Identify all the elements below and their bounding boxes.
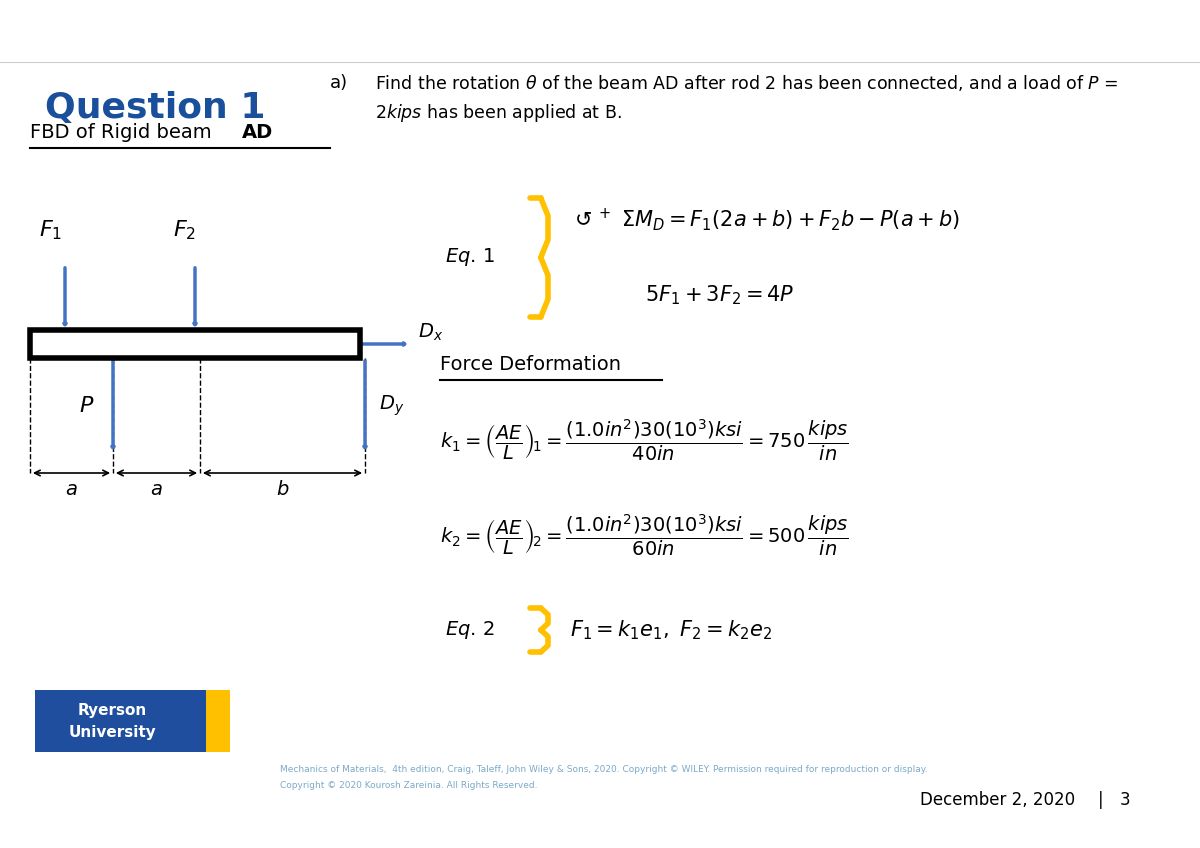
Text: $F_1$: $F_1$ <box>40 218 62 242</box>
Text: $a$: $a$ <box>65 480 78 499</box>
Text: University: University <box>68 726 156 740</box>
Text: FBD of Rigid beam: FBD of Rigid beam <box>30 124 218 142</box>
Text: $F_1 = k_1 e_1,\ F_2 = k_2 e_2$: $F_1 = k_1 e_1,\ F_2 = k_2 e_2$ <box>570 618 772 642</box>
Text: $P$: $P$ <box>79 396 95 416</box>
Text: $\circlearrowleft^+\ \Sigma M_D = F_1(2a + b) + F_2 b - P(a + b)$: $\circlearrowleft^+\ \Sigma M_D = F_1(2a… <box>570 207 960 233</box>
Text: $Eq.\,1$: $Eq.\,1$ <box>444 247 496 269</box>
Text: Question 1: Question 1 <box>44 91 265 125</box>
Text: 3: 3 <box>1120 791 1130 809</box>
Text: AD: AD <box>242 124 274 142</box>
Text: $k_2 = \left(\dfrac{AE}{L}\right)_{\!2} = \dfrac{(1.0in^2)30(10^3)ksi}{60in} = 5: $k_2 = \left(\dfrac{AE}{L}\right)_{\!2} … <box>440 512 848 558</box>
Text: Copyright © 2020 Kourosh Zareinia. All Rights Reserved.: Copyright © 2020 Kourosh Zareinia. All R… <box>280 782 538 790</box>
Text: Find the rotation $\theta$ of the beam AD after rod 2 has been connected, and a : Find the rotation $\theta$ of the beam A… <box>374 73 1118 93</box>
Text: $Eq.\,2$: $Eq.\,2$ <box>445 619 496 641</box>
Text: $D_x$: $D_x$ <box>418 321 443 343</box>
Text: Mechanics of Materials,  4th edition, Craig, Taleff, John Wiley & Sons, 2020. Co: Mechanics of Materials, 4th edition, Cra… <box>280 766 928 774</box>
Text: $5F_1 + 3F_2 = 4P$: $5F_1 + 3F_2 = 4P$ <box>646 283 794 307</box>
Bar <box>35 690 210 752</box>
Text: $a$: $a$ <box>150 480 163 499</box>
Text: $F_2$: $F_2$ <box>174 218 197 242</box>
Bar <box>30 330 360 358</box>
Text: $k_1 = \left(\dfrac{AE}{L}\right)_{\!1} = \dfrac{(1.0in^2)30(10^3)ksi}{40in} = 7: $k_1 = \left(\dfrac{AE}{L}\right)_{\!1} … <box>440 417 848 463</box>
Text: |: | <box>1098 791 1104 809</box>
Text: Force Deformation: Force Deformation <box>440 355 622 375</box>
Text: December 2, 2020: December 2, 2020 <box>920 791 1075 809</box>
Text: a): a) <box>330 74 348 92</box>
Text: $b$: $b$ <box>276 480 289 499</box>
Text: $D_y$: $D_y$ <box>379 393 404 418</box>
Bar <box>206 690 230 752</box>
Text: 2$kips$ has been applied at B.: 2$kips$ has been applied at B. <box>374 102 622 124</box>
Text: Ryerson: Ryerson <box>77 702 146 717</box>
